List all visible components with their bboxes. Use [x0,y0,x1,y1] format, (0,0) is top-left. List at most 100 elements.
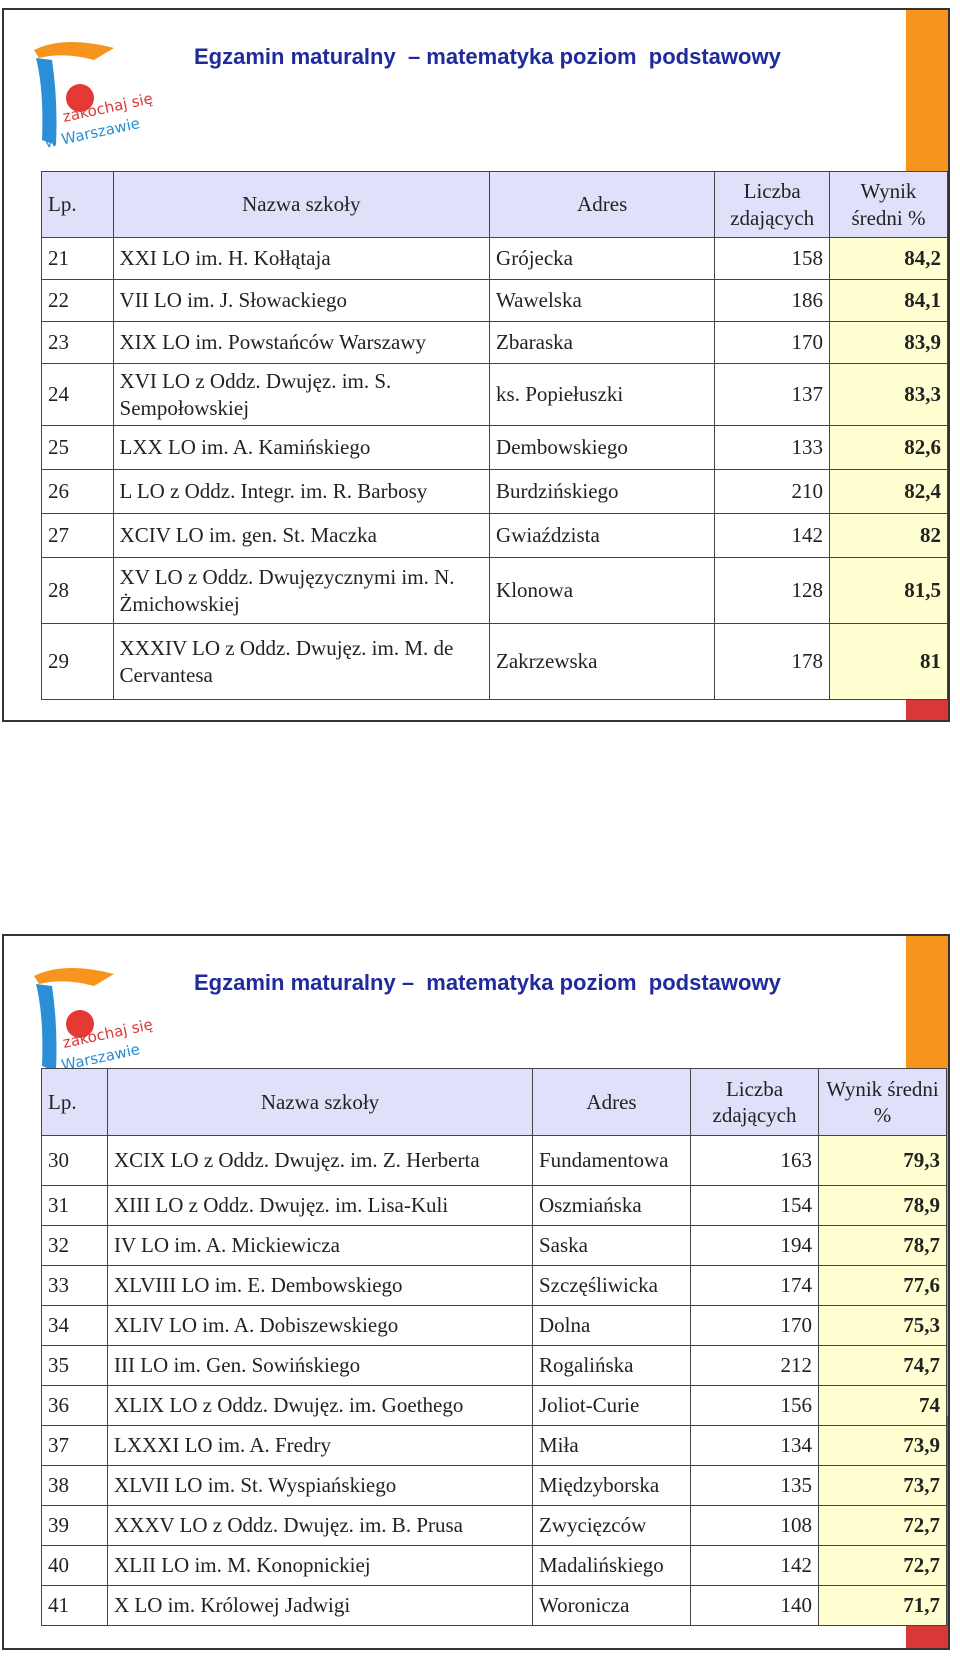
school-name-cell: XLVII LO im. St. Wyspiańskiego [107,1465,533,1506]
school-name-cell: VII LO im. J. Słowackiego [112,279,491,322]
result-cell: 79,3 [818,1135,947,1186]
lp-cell: 34 [41,1305,108,1346]
address-cell: Saska [532,1225,691,1266]
school-name-cell: III LO im. Gen. Sowińskiego [107,1345,533,1386]
header-cell: Wynik średni % [828,171,948,238]
school-name-cell: IV LO im. A. Mickiewicza [107,1225,533,1266]
lp-cell: 35 [41,1345,108,1386]
count-cell: 135 [690,1465,819,1506]
count-cell: 142 [714,513,830,558]
school-name-cell: XLVIII LO im. E. Dembowskiego [107,1265,533,1306]
header-cell: Liczba zdających [714,171,830,238]
count-cell: 158 [714,237,830,280]
address-cell: Zakrzewska [489,623,716,700]
count-cell: 133 [714,425,830,470]
table-row: 33 XLVIII LO im. E. Dembowskiego Szczęśliw… [41,1265,947,1306]
school-name-cell: XCIV LO im. gen. St. Maczka [112,513,491,558]
address-cell: Dembowskiego [489,425,716,470]
count-cell: 142 [690,1545,819,1586]
school-name-cell: XV LO z Oddz. Dwujęzycznymi im. N. Żmich… [112,557,491,624]
table-row: 28 XV LO z Oddz. Dwujęzycznymi im. N. Żmi… [41,557,948,624]
school-name-cell: XXI LO im. H. Kołłątaja [112,237,491,280]
header-cell: Liczba zdających [690,1068,819,1136]
address-cell: Zbaraska [489,321,716,364]
lp-cell: 37 [41,1425,108,1466]
result-cell: 83,9 [828,321,948,364]
slide-title: Egzamin maturalny – matematyka poziom po… [194,44,781,69]
lp-cell: 39 [41,1505,108,1546]
result-cell: 83,3 [828,363,948,426]
header-row: Lp. Nazwa szkoły Adres Liczba zdających Wyni… [41,171,948,238]
count-cell: 108 [690,1505,819,1546]
table-row: 37 LXXXI LO im. A. Fredry Miła 134 73,9 [41,1425,947,1466]
logo: zakochaj się w Warszawie [34,41,154,152]
count-cell: 194 [690,1225,819,1266]
result-cell: 82 [828,513,948,558]
lp-cell: 23 [41,321,114,364]
header-cell: Adres [489,171,716,238]
lp-cell: 29 [41,623,114,700]
table-row: 34 XLIV LO im. A. Dobiszewskiego Dolna 170 7… [41,1305,947,1346]
logo: zakochaj się w Warszawie [34,967,154,1078]
table-row: 35 III LO im. Gen. Sowińskiego Rogalińska 2… [41,1345,947,1386]
lp-cell: 36 [41,1385,108,1426]
header-cell: Adres [532,1068,691,1136]
address-cell: Rogalińska [532,1345,691,1386]
result-cell: 82,6 [828,425,948,470]
result-cell: 78,7 [818,1225,947,1266]
count-cell: 170 [690,1305,819,1346]
count-cell: 178 [714,623,830,700]
school-name-cell: XXXIV LO z Oddz. Dwujęz. im. M. de Cerva… [112,623,491,700]
result-cell: 72,7 [818,1545,947,1586]
results-table: Lp. Nazwa szkoły Adres Liczba zdających Wyni… [41,1068,947,1626]
count-cell: 163 [690,1135,819,1186]
address-cell: Burdzińskiego [489,469,716,514]
table-row: 26 L LO z Oddz. Integr. im. R. Barbosy Bur… [41,469,948,514]
result-cell: 73,9 [818,1425,947,1466]
table-row: 22 VII LO im. J. Słowackiego Wawelska 186 84… [41,279,948,322]
school-name-cell: XCIX LO z Oddz. Dwujęz. im. Z. Herberta [107,1135,533,1186]
address-cell: Miła [532,1425,691,1466]
table-row: 29 XXXIV LO z Oddz. Dwujęz. im. M. de Cer… [41,623,948,700]
lp-cell: 40 [41,1545,108,1586]
table-row: 27 XCIV LO im. gen. St. Maczka Gwiaździsta… [41,513,948,558]
count-cell: 156 [690,1385,819,1426]
result-cell: 74,7 [818,1345,947,1386]
header-cell: Lp. [41,1068,108,1136]
lp-cell: 41 [41,1585,108,1626]
table-row: 23 XIX LO im. Powstańców Warszawy Zbaraska… [41,321,948,364]
address-cell: Klonowa [489,557,716,624]
address-cell: Dolna [532,1305,691,1346]
count-cell: 212 [690,1345,819,1386]
count-cell: 170 [714,321,830,364]
address-cell: Wawelska [489,279,716,322]
slide-title: Egzamin maturalny – matematyka poziom po… [194,970,781,995]
school-name-cell: XLIV LO im. A. Dobiszewskiego [107,1305,533,1346]
address-cell: Zwycięzców [532,1505,691,1546]
address-cell: Fundamentowa [532,1135,691,1186]
count-cell: 128 [714,557,830,624]
table-row: 21 XXI LO im. H. Kołłątaja Grójecka 158 84,2 [41,237,948,280]
count-cell: 137 [714,363,830,426]
lp-cell: 28 [41,557,114,624]
address-cell: ks. Popiełuszki [489,363,716,426]
lp-cell: 25 [41,425,114,470]
school-name-cell: X LO im. Królowej Jadwigi [107,1585,533,1626]
lp-cell: 24 [41,363,114,426]
table-row: 24 XVI LO z Oddz. Dwujęz. im. S. Sempołow… [41,363,948,426]
school-name-cell: XLIX LO z Oddz. Dwujęz. im. Goethego [107,1385,533,1426]
table-row: 39 XXXV LO z Oddz. Dwujęz. im. B. Prusa Zw… [41,1505,947,1546]
header-cell: Nazwa szkoły [107,1068,533,1136]
count-cell: 210 [714,469,830,514]
result-cell: 84,1 [828,279,948,322]
lp-cell: 22 [41,279,114,322]
school-name-cell: XIII LO z Oddz. Dwujęz. im. Lisa-Kuli [107,1185,533,1226]
results-table: Lp. Nazwa szkoły Adres Liczba zdających Wyni… [41,171,948,700]
lp-cell: 31 [41,1185,108,1226]
count-cell: 174 [690,1265,819,1306]
slide: zakochaj się w Warszawie Egzamin matural… [2,8,950,722]
result-cell: 81,5 [828,557,948,624]
slide: zakochaj się w Warszawie Egzamin matural… [2,934,950,1650]
school-name-cell: LXXXI LO im. A. Fredry [107,1425,533,1466]
address-cell: Szczęśliwicka [532,1265,691,1306]
